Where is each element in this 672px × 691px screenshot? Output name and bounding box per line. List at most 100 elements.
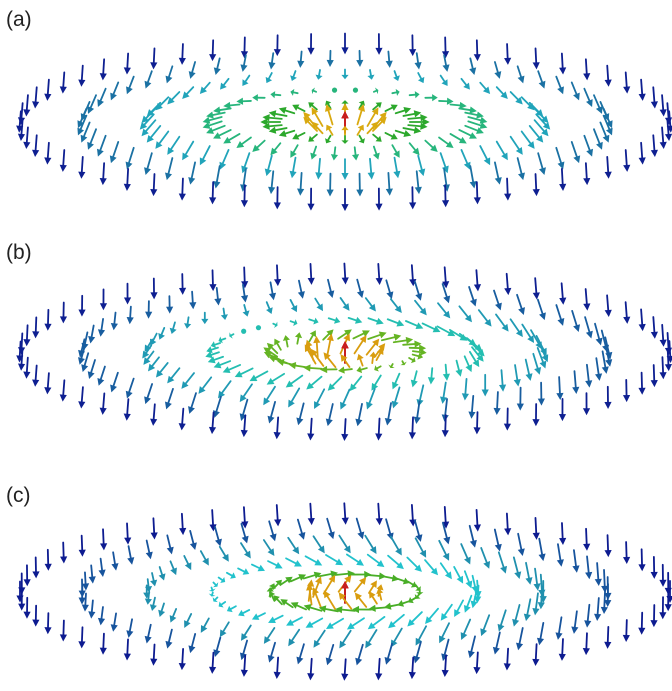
- spin-arrow: [394, 129, 412, 137]
- spin-arrow: [537, 381, 545, 406]
- spin-arrow: [218, 601, 227, 608]
- spin-arrow: [532, 403, 540, 427]
- spin-arrow: [164, 387, 174, 410]
- spin-arrow: [525, 561, 533, 585]
- spin-arrow: [314, 388, 326, 409]
- spin-arrow: [290, 70, 297, 81]
- spin-arrow: [408, 416, 416, 440]
- spin-arrow: [442, 54, 450, 72]
- spin-arrow: [367, 317, 384, 325]
- spin-arrow: [583, 58, 591, 81]
- spin-arrow: [303, 364, 323, 372]
- spin-arrow: [325, 403, 334, 427]
- spin-arrow: [594, 322, 603, 346]
- spin-arrow: [109, 141, 120, 164]
- spin-arrow: [166, 295, 174, 314]
- spin-arrow: [207, 355, 224, 364]
- spin-arrow: [158, 602, 166, 617]
- spin-arrow: [210, 341, 222, 349]
- spin-arrow: [396, 577, 410, 585]
- spin-arrow: [358, 134, 365, 144]
- spin-arrow: [555, 304, 565, 326]
- spin-arrow: [367, 157, 375, 180]
- spin-arrow: [59, 149, 67, 172]
- spin-arrow: [304, 344, 317, 365]
- spin-arrow: [188, 161, 196, 185]
- spin-arrow: [268, 281, 277, 301]
- spin-arrow: [479, 145, 491, 166]
- spin-arrow: [280, 599, 294, 609]
- spin-arrow: [264, 154, 273, 177]
- spin-arrow: [438, 539, 450, 561]
- spin-arrow: [341, 158, 349, 181]
- spin-arrow: [287, 536, 300, 555]
- spin-arrow: [59, 379, 67, 402]
- spin-arrow: [374, 365, 382, 372]
- spin-arrow: [556, 543, 564, 567]
- spin-arrow: [240, 654, 248, 677]
- spin-arrow: [460, 543, 471, 565]
- spin-arrow: [339, 297, 350, 311]
- spin-arrow: [165, 157, 174, 181]
- spin-arrow: [263, 385, 276, 406]
- spin-arrow: [315, 157, 323, 180]
- spin-arrow: [494, 161, 502, 185]
- spin-arrow: [23, 564, 31, 587]
- spin-arrow: [307, 33, 315, 55]
- spin-arrow: [449, 133, 467, 144]
- spin-arrow: [150, 403, 158, 426]
- spin-arrow: [335, 606, 356, 614]
- spin-arrow: [198, 376, 213, 394]
- spin-arrow: [77, 107, 88, 129]
- spin-arrow: [480, 547, 491, 569]
- spin-arrow: [305, 617, 324, 628]
- spin-arrow: [470, 589, 478, 609]
- spin-arrow: [88, 324, 96, 344]
- spin-arrow: [202, 116, 223, 124]
- spin-arrow: [583, 134, 594, 157]
- spin-arrow: [371, 374, 382, 391]
- spin-arrow: [310, 145, 318, 160]
- spin-arrow: [375, 33, 383, 55]
- spin-arrow: [326, 172, 334, 197]
- spin-arrow: [384, 104, 398, 112]
- spin-arrow: [144, 70, 153, 89]
- spin-arrow: [602, 107, 613, 129]
- panel-a: (a): [6, 8, 672, 212]
- spin-arrow: [313, 629, 326, 648]
- spin-arrow: [23, 596, 31, 619]
- spin-arrow: [664, 118, 672, 141]
- spin-arrow: [315, 69, 323, 80]
- spin-arrow: [308, 102, 318, 111]
- spin-arrow: [555, 75, 564, 95]
- spin-arrow: [310, 348, 325, 367]
- spin-arrow: [481, 373, 489, 397]
- spin-arrow: [659, 94, 667, 117]
- spin-arrow: [468, 286, 477, 307]
- spin-arrow: [208, 411, 217, 435]
- spin-arrow: [387, 554, 404, 570]
- spin-arrow: [144, 338, 154, 353]
- spin-arrow: [267, 560, 283, 569]
- spin-arrow: [123, 398, 131, 421]
- spin-arrow: [402, 126, 422, 134]
- spin-arrow: [353, 335, 367, 355]
- spin-arrow: [155, 362, 169, 378]
- spin-arrow: [425, 607, 439, 624]
- spin-arrow: [473, 508, 482, 532]
- spin-arrow: [282, 335, 290, 348]
- spin-arrow: [558, 397, 567, 422]
- spin-arrow: [369, 351, 377, 364]
- spin-arrow: [493, 391, 501, 416]
- spin-arrow: [375, 417, 383, 441]
- spin-arrow: [492, 631, 501, 655]
- spin-arrow: [255, 325, 262, 331]
- spin-arrow: [59, 301, 68, 324]
- spin-arrow: [241, 506, 249, 529]
- spin-arrow: [81, 592, 89, 612]
- spin-arrow: [99, 632, 107, 655]
- spin-arrow: [32, 364, 40, 387]
- spin-arrow: [96, 134, 107, 157]
- spin-arrow: [234, 367, 254, 378]
- spin-arrow: [664, 348, 672, 372]
